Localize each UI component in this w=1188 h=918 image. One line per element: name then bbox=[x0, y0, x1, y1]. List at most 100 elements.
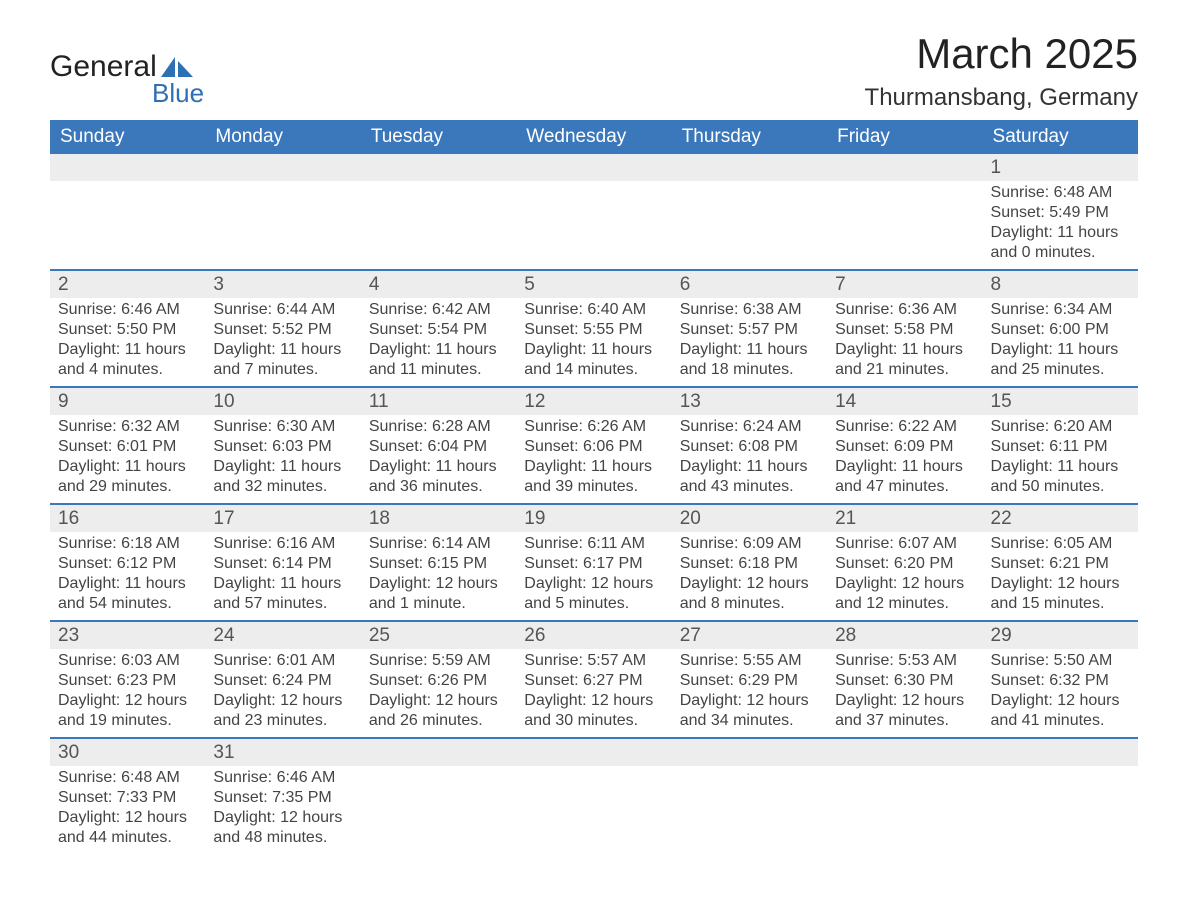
sunset-line: Sunset: 7:33 PM bbox=[58, 788, 197, 808]
day-number-cell: 13 bbox=[672, 387, 827, 415]
day-detail-cell: Sunrise: 6:18 AMSunset: 6:12 PMDaylight:… bbox=[50, 532, 205, 621]
daylight-line: Daylight: 12 hours and 5 minutes. bbox=[524, 574, 663, 614]
sunrise-line: Sunrise: 5:50 AM bbox=[991, 651, 1130, 671]
day-number: 11 bbox=[361, 388, 516, 415]
sunset-line: Sunset: 6:06 PM bbox=[524, 437, 663, 457]
sunrise-line: Sunrise: 6:34 AM bbox=[991, 300, 1130, 320]
sunset-line: Sunset: 6:01 PM bbox=[58, 437, 197, 457]
day-number-cell: 6 bbox=[672, 270, 827, 298]
day-number: 12 bbox=[516, 388, 671, 415]
day-number-cell: 19 bbox=[516, 504, 671, 532]
day-header: Friday bbox=[827, 120, 982, 154]
daylight-line: Daylight: 11 hours and 21 minutes. bbox=[835, 340, 974, 380]
sunrise-line: Sunrise: 6:07 AM bbox=[835, 534, 974, 554]
day-number bbox=[827, 154, 982, 159]
sunrise-line: Sunrise: 6:16 AM bbox=[213, 534, 352, 554]
daylight-line: Daylight: 12 hours and 30 minutes. bbox=[524, 691, 663, 731]
day-number-cell bbox=[50, 154, 205, 181]
day-detail-cell: Sunrise: 6:24 AMSunset: 6:08 PMDaylight:… bbox=[672, 415, 827, 504]
week-daynum-row: 16171819202122 bbox=[50, 504, 1138, 532]
sunset-line: Sunset: 6:04 PM bbox=[369, 437, 508, 457]
daylight-line: Daylight: 11 hours and 57 minutes. bbox=[213, 574, 352, 614]
day-number: 13 bbox=[672, 388, 827, 415]
day-number: 8 bbox=[983, 271, 1138, 298]
day-number: 30 bbox=[50, 739, 205, 766]
sunset-line: Sunset: 6:29 PM bbox=[680, 671, 819, 691]
day-number bbox=[516, 739, 671, 744]
day-number bbox=[361, 154, 516, 159]
day-number bbox=[516, 154, 671, 159]
day-number: 7 bbox=[827, 271, 982, 298]
day-number-cell: 30 bbox=[50, 738, 205, 766]
day-detail-cell: Sunrise: 6:28 AMSunset: 6:04 PMDaylight:… bbox=[361, 415, 516, 504]
day-detail-cell bbox=[516, 766, 671, 868]
day-detail-cell: Sunrise: 6:16 AMSunset: 6:14 PMDaylight:… bbox=[205, 532, 360, 621]
day-number-cell: 10 bbox=[205, 387, 360, 415]
day-number-cell: 15 bbox=[983, 387, 1138, 415]
week-daynum-row: 2345678 bbox=[50, 270, 1138, 298]
day-number: 15 bbox=[983, 388, 1138, 415]
sunset-line: Sunset: 6:21 PM bbox=[991, 554, 1130, 574]
day-detail-cell: Sunrise: 5:53 AMSunset: 6:30 PMDaylight:… bbox=[827, 649, 982, 738]
sunrise-line: Sunrise: 6:46 AM bbox=[213, 768, 352, 788]
sunrise-line: Sunrise: 6:44 AM bbox=[213, 300, 352, 320]
day-number: 31 bbox=[205, 739, 360, 766]
day-number-cell bbox=[983, 738, 1138, 766]
day-number: 14 bbox=[827, 388, 982, 415]
daylight-line: Daylight: 12 hours and 48 minutes. bbox=[213, 808, 352, 848]
week-detail-row: Sunrise: 6:32 AMSunset: 6:01 PMDaylight:… bbox=[50, 415, 1138, 504]
day-detail-cell: Sunrise: 6:44 AMSunset: 5:52 PMDaylight:… bbox=[205, 298, 360, 387]
location: Thurmansbang, Germany bbox=[865, 84, 1138, 112]
day-number-cell bbox=[827, 738, 982, 766]
day-number-cell bbox=[516, 738, 671, 766]
sunrise-line: Sunrise: 6:09 AM bbox=[680, 534, 819, 554]
day-number-cell: 24 bbox=[205, 621, 360, 649]
calendar-body: 1Sunrise: 6:48 AMSunset: 5:49 PMDaylight… bbox=[50, 154, 1138, 868]
day-number-cell: 23 bbox=[50, 621, 205, 649]
daylight-line: Daylight: 11 hours and 29 minutes. bbox=[58, 457, 197, 497]
sunrise-line: Sunrise: 6:36 AM bbox=[835, 300, 974, 320]
sunset-line: Sunset: 5:49 PM bbox=[991, 203, 1130, 223]
month-title: March 2025 bbox=[865, 30, 1138, 78]
day-number-cell: 17 bbox=[205, 504, 360, 532]
sunset-line: Sunset: 6:12 PM bbox=[58, 554, 197, 574]
daylight-line: Daylight: 12 hours and 12 minutes. bbox=[835, 574, 974, 614]
day-number: 17 bbox=[205, 505, 360, 532]
day-number-cell bbox=[672, 738, 827, 766]
day-detail-cell: Sunrise: 6:32 AMSunset: 6:01 PMDaylight:… bbox=[50, 415, 205, 504]
sunset-line: Sunset: 6:15 PM bbox=[369, 554, 508, 574]
sunrise-line: Sunrise: 6:18 AM bbox=[58, 534, 197, 554]
day-detail-cell: Sunrise: 6:36 AMSunset: 5:58 PMDaylight:… bbox=[827, 298, 982, 387]
sunrise-line: Sunrise: 6:11 AM bbox=[524, 534, 663, 554]
daylight-line: Daylight: 12 hours and 15 minutes. bbox=[991, 574, 1130, 614]
daylight-line: Daylight: 11 hours and 39 minutes. bbox=[524, 457, 663, 497]
week-detail-row: Sunrise: 6:03 AMSunset: 6:23 PMDaylight:… bbox=[50, 649, 1138, 738]
logo: General Blue bbox=[50, 50, 204, 109]
day-number: 3 bbox=[205, 271, 360, 298]
day-number: 23 bbox=[50, 622, 205, 649]
day-number: 5 bbox=[516, 271, 671, 298]
day-detail-cell: Sunrise: 6:48 AMSunset: 7:33 PMDaylight:… bbox=[50, 766, 205, 868]
day-detail-cell: Sunrise: 6:26 AMSunset: 6:06 PMDaylight:… bbox=[516, 415, 671, 504]
sunrise-line: Sunrise: 6:30 AM bbox=[213, 417, 352, 437]
day-number-cell: 8 bbox=[983, 270, 1138, 298]
day-header: Saturday bbox=[983, 120, 1138, 154]
sunrise-line: Sunrise: 6:28 AM bbox=[369, 417, 508, 437]
day-number bbox=[983, 739, 1138, 744]
day-number: 6 bbox=[672, 271, 827, 298]
day-number: 22 bbox=[983, 505, 1138, 532]
daylight-line: Daylight: 11 hours and 0 minutes. bbox=[991, 223, 1130, 263]
day-number-cell: 5 bbox=[516, 270, 671, 298]
day-number: 20 bbox=[672, 505, 827, 532]
day-number: 25 bbox=[361, 622, 516, 649]
sunset-line: Sunset: 7:35 PM bbox=[213, 788, 352, 808]
sunrise-line: Sunrise: 6:38 AM bbox=[680, 300, 819, 320]
day-detail-cell bbox=[672, 766, 827, 868]
day-detail-cell: Sunrise: 6:01 AMSunset: 6:24 PMDaylight:… bbox=[205, 649, 360, 738]
day-number: 24 bbox=[205, 622, 360, 649]
day-number-cell bbox=[361, 154, 516, 181]
day-number-cell: 22 bbox=[983, 504, 1138, 532]
day-detail-cell bbox=[205, 181, 360, 270]
sunset-line: Sunset: 5:57 PM bbox=[680, 320, 819, 340]
day-number-cell: 21 bbox=[827, 504, 982, 532]
